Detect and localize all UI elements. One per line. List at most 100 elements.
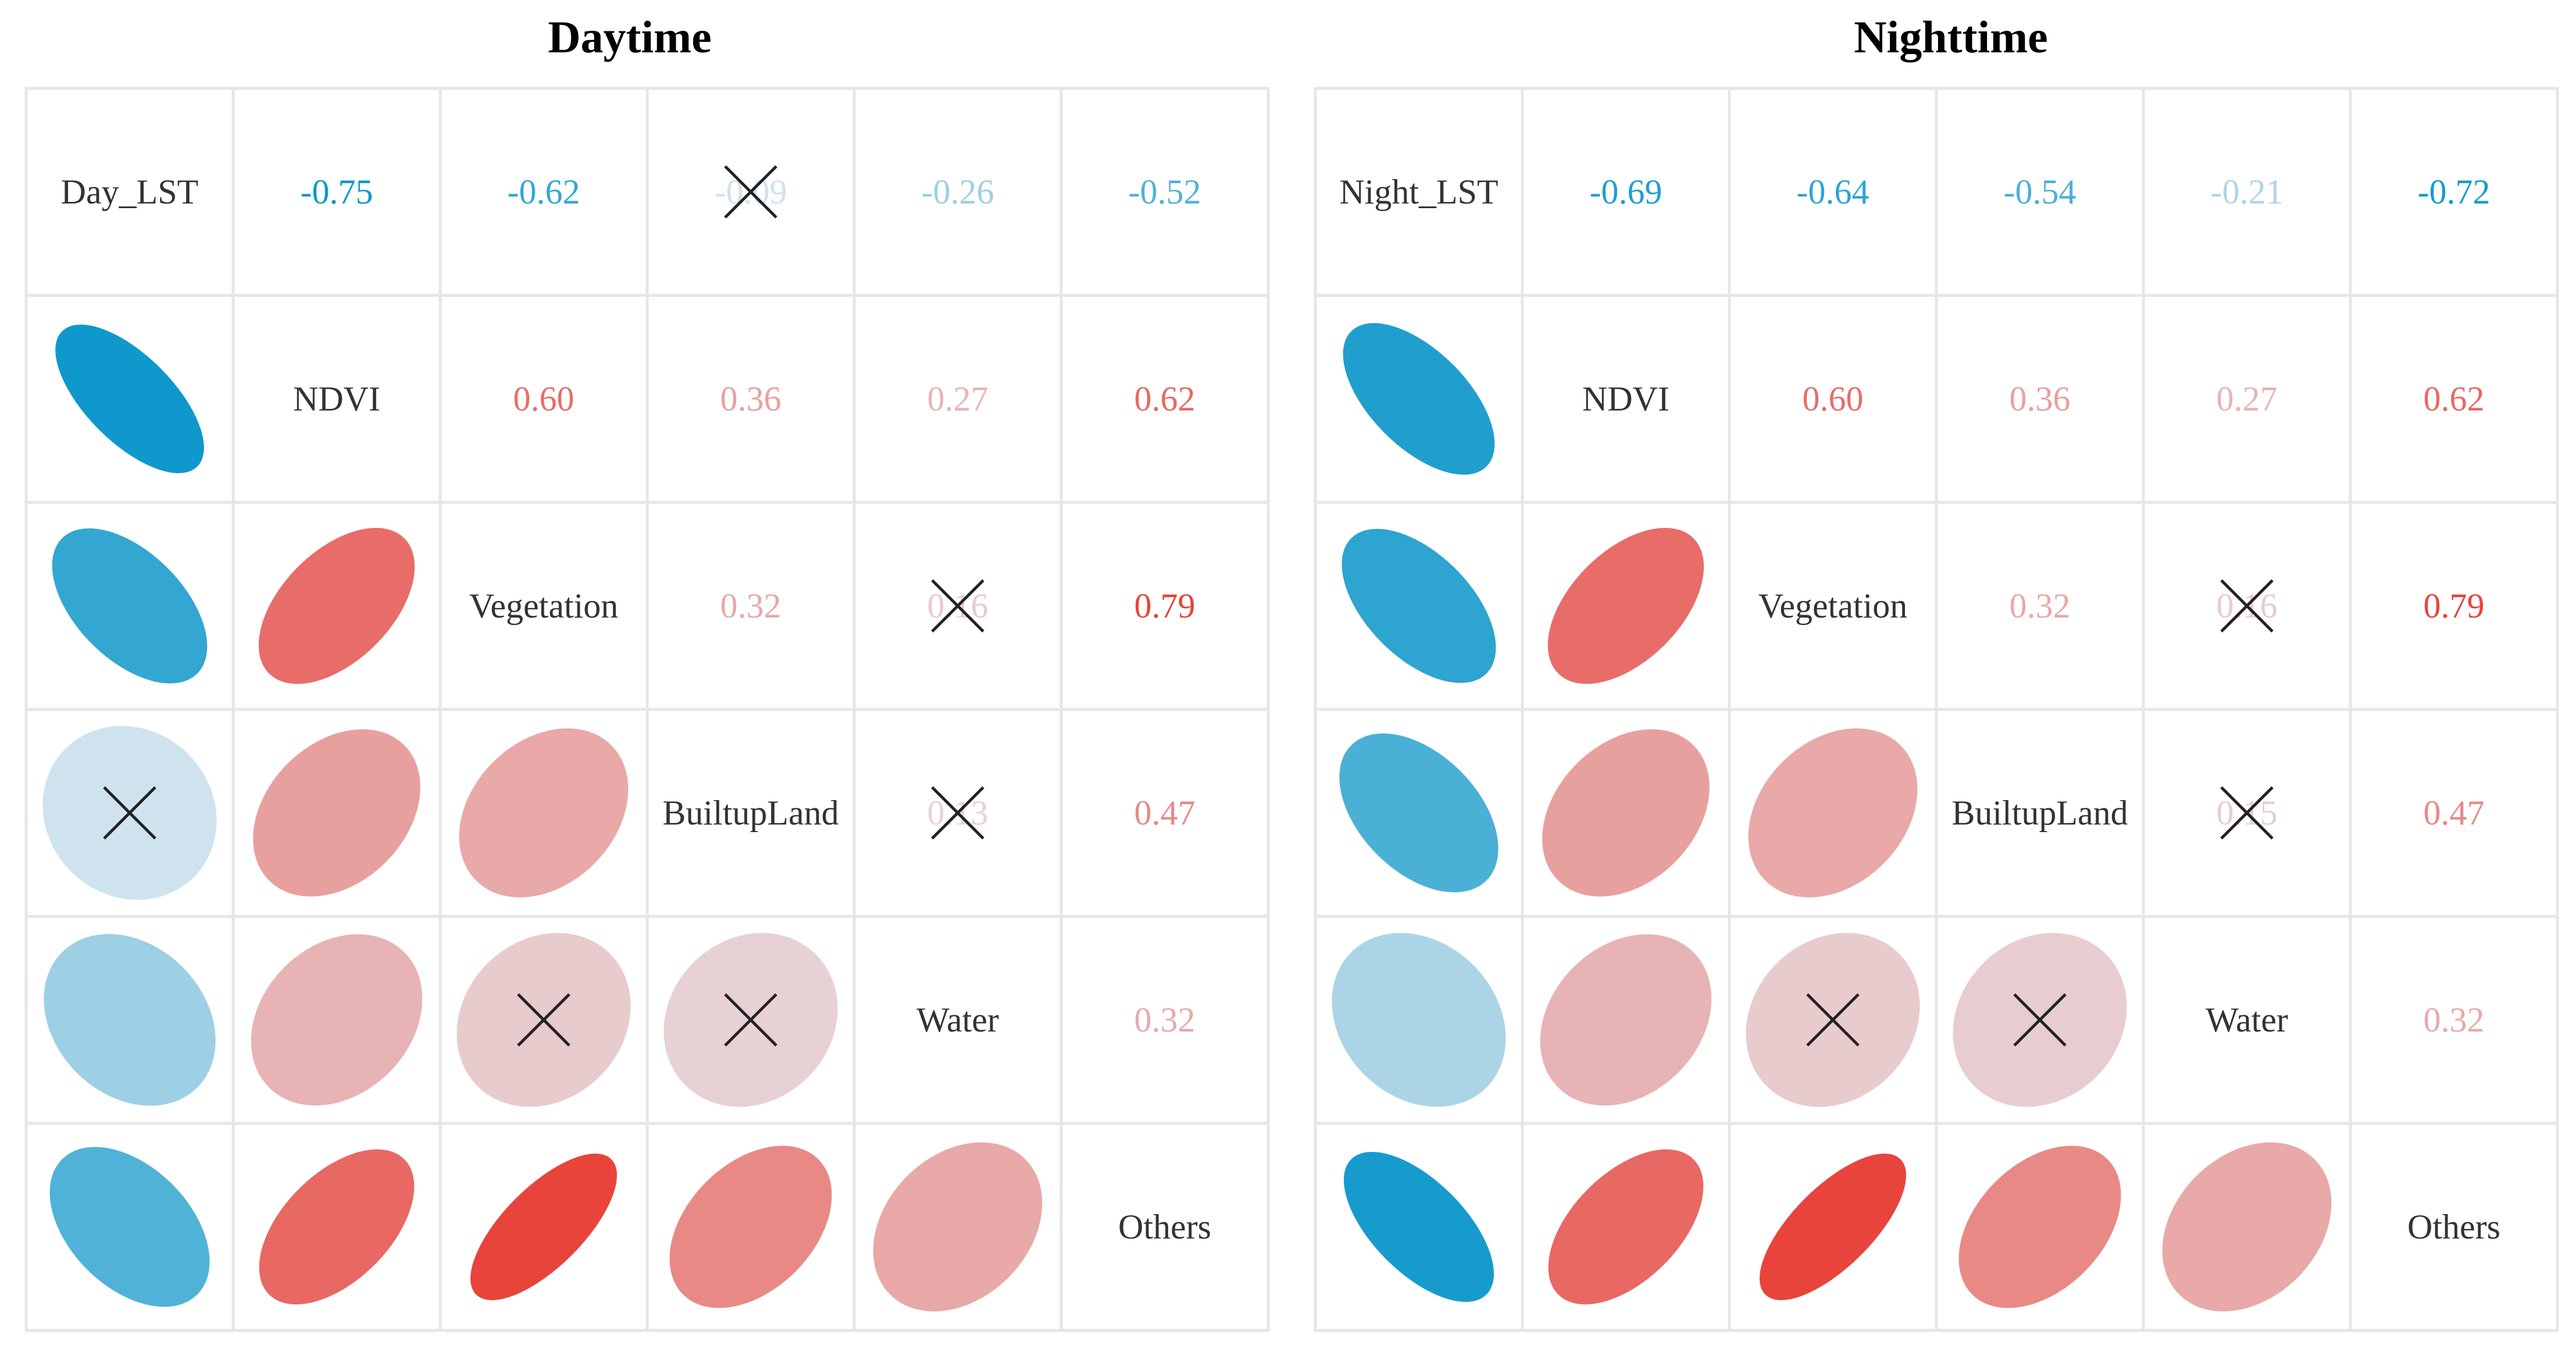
grid-cell [2349, 1122, 2559, 1332]
grid-cell [1059, 915, 1270, 1125]
correlation-ellipse [1547, 527, 1704, 684]
grid-cell [1059, 708, 1270, 918]
variable-label: BuiltupLand [1951, 794, 2128, 832]
coefficient-label: 0.62 [2424, 380, 2485, 418]
grid-cell [2349, 915, 2559, 1125]
correlation-ellipse [253, 729, 420, 897]
correlation-ellipse [258, 527, 415, 684]
grid-cell [2142, 294, 2352, 504]
coefficient-label: 0.32 [2424, 1001, 2485, 1039]
coefficient-label: 0.32 [1134, 1001, 1196, 1039]
correlation-ellipse [2162, 1142, 2332, 1312]
correlation-ellipse [1760, 1154, 1906, 1300]
coefficient-label: -0.54 [2004, 173, 2077, 211]
grid-cell [2349, 294, 2559, 504]
correlation-ellipse [1332, 933, 1506, 1107]
correlation-ellipse [1958, 1145, 2121, 1308]
grid-cell [645, 501, 856, 711]
correlation-ellipse [49, 1147, 210, 1307]
correlation-ellipse [1339, 733, 1498, 893]
correlation-ellipse [459, 728, 629, 898]
correlation-ellipse [470, 1154, 617, 1300]
coefficient-label: -0.75 [301, 173, 373, 211]
coefficient-label: -0.26 [922, 173, 994, 211]
variable-label: BuiltupLand [662, 794, 839, 832]
variable-label: NDVI [293, 380, 380, 418]
variable-label: Vegetation [1758, 587, 1908, 625]
grid-cell [2142, 915, 2352, 1125]
coefficient-label: 0.32 [2010, 587, 2071, 625]
grid-cell [1935, 294, 2145, 504]
insignificant-cross [2220, 579, 2274, 633]
coefficient-label: 0.32 [720, 587, 782, 625]
grid-cell [1728, 294, 1938, 504]
chart-title: Nighttime [1854, 12, 2048, 62]
insignificant-cross [724, 993, 777, 1047]
coefficient-label: 0.62 [1134, 380, 1196, 418]
grid-cell [1059, 501, 1270, 711]
variable-label: Water [916, 1001, 999, 1039]
grid-cell [1059, 87, 1270, 297]
coefficient-label: 0.47 [2424, 794, 2485, 832]
grid-cell [1521, 87, 1731, 297]
grid-cell [1728, 501, 1938, 711]
chart-title: Daytime [548, 12, 712, 62]
insignificant-cross [724, 165, 777, 219]
correlation-ellipse [1343, 323, 1495, 475]
coefficient-label: -0.69 [1590, 173, 1662, 211]
correlation-ellipse [1748, 728, 1918, 898]
insignificant-cross [2013, 993, 2067, 1047]
correlation-ellipse [251, 934, 423, 1106]
grid-cell [231, 294, 442, 504]
coefficient-label: -0.21 [2211, 173, 2284, 211]
correlation-ellipse [669, 1145, 832, 1308]
grid-cell [1059, 294, 1270, 504]
variable-label: Others [1118, 1208, 1211, 1246]
coefficient-label: 0.27 [927, 380, 989, 418]
insignificant-cross [517, 993, 570, 1047]
grid-cell [852, 915, 1063, 1125]
grid-cell [24, 87, 235, 297]
grid-cell [2349, 708, 2559, 918]
variable-label: Night_LST [1339, 173, 1498, 211]
correlation-ellipse [1542, 729, 1710, 897]
coefficient-label: 0.47 [1134, 794, 1196, 832]
coefficient-label: 0.60 [1803, 380, 1864, 418]
grid-cell [1935, 708, 2145, 918]
coefficient-label: 0.27 [2217, 380, 2278, 418]
coefficient-label: -0.52 [1129, 173, 1201, 211]
variable-label: Water [2206, 1001, 2288, 1039]
coefficient-label: -0.64 [1797, 173, 1869, 211]
grid-cell [2349, 501, 2559, 711]
correlation-ellipse [1540, 934, 1712, 1106]
correlation-ellipse [52, 528, 208, 684]
coefficient-label: 0.60 [513, 380, 575, 418]
insignificant-cross [931, 579, 984, 633]
grid-cell [645, 708, 856, 918]
correlation-ellipse [1548, 1149, 1704, 1305]
grid-cell [438, 87, 649, 297]
insignificant-cross [1806, 993, 1860, 1047]
correlation-ellipse [44, 934, 216, 1106]
daytime-correlogram: Daytime Day_LST NDVI Vegetation BuiltupLand W… [24, 12, 1270, 1332]
correlation-ellipse [873, 1142, 1043, 1312]
nighttime-correlogram: Nighttime Night_LST NDVI Vegetation BuiltupL… [1314, 12, 2559, 1332]
correlation-ellipse [55, 324, 204, 473]
coefficient-label: 0.36 [720, 380, 782, 418]
grid-cell [2142, 87, 2352, 297]
grid-cell [1059, 1122, 1270, 1332]
grid-cell [231, 501, 442, 711]
variable-label: Vegetation [469, 587, 619, 625]
grid-cell [231, 87, 442, 297]
correlation-ellipse [1343, 1151, 1494, 1302]
coefficient-label: 0.79 [2424, 587, 2485, 625]
variable-label: Others [2407, 1208, 2500, 1246]
variable-label: NDVI [1582, 380, 1669, 418]
grid-cell [1728, 87, 1938, 297]
insignificant-cross [103, 786, 156, 840]
correlation-ellipse [1341, 529, 1496, 683]
coefficient-label: 0.79 [1134, 587, 1196, 625]
grid-cell [1935, 87, 2145, 297]
coefficient-label: -0.62 [508, 173, 580, 211]
